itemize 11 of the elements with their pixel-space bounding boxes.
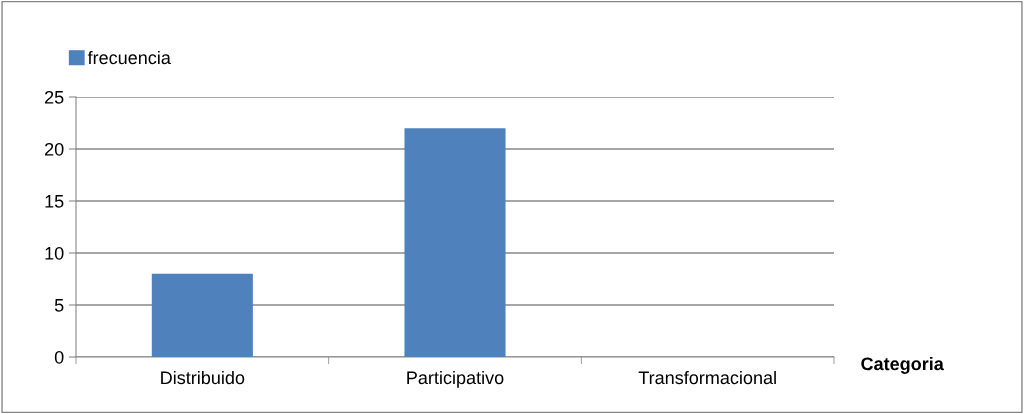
y-tick-label: 10 xyxy=(45,246,64,260)
y-tick-label: 20 xyxy=(45,142,64,156)
legend-label: frecuencia xyxy=(87,50,171,65)
x-tick-label: Participativo xyxy=(407,370,504,388)
x-tick-label: Transformacional xyxy=(638,370,776,385)
x-tick-label: Distribuido xyxy=(161,370,245,385)
y-tick-label: 0 xyxy=(54,350,64,364)
y-tick-label: 5 xyxy=(54,299,64,312)
y-tick-label: 25 xyxy=(45,90,64,104)
x-axis-title: Categoria xyxy=(861,357,944,374)
y-tick-label: 15 xyxy=(45,195,64,208)
